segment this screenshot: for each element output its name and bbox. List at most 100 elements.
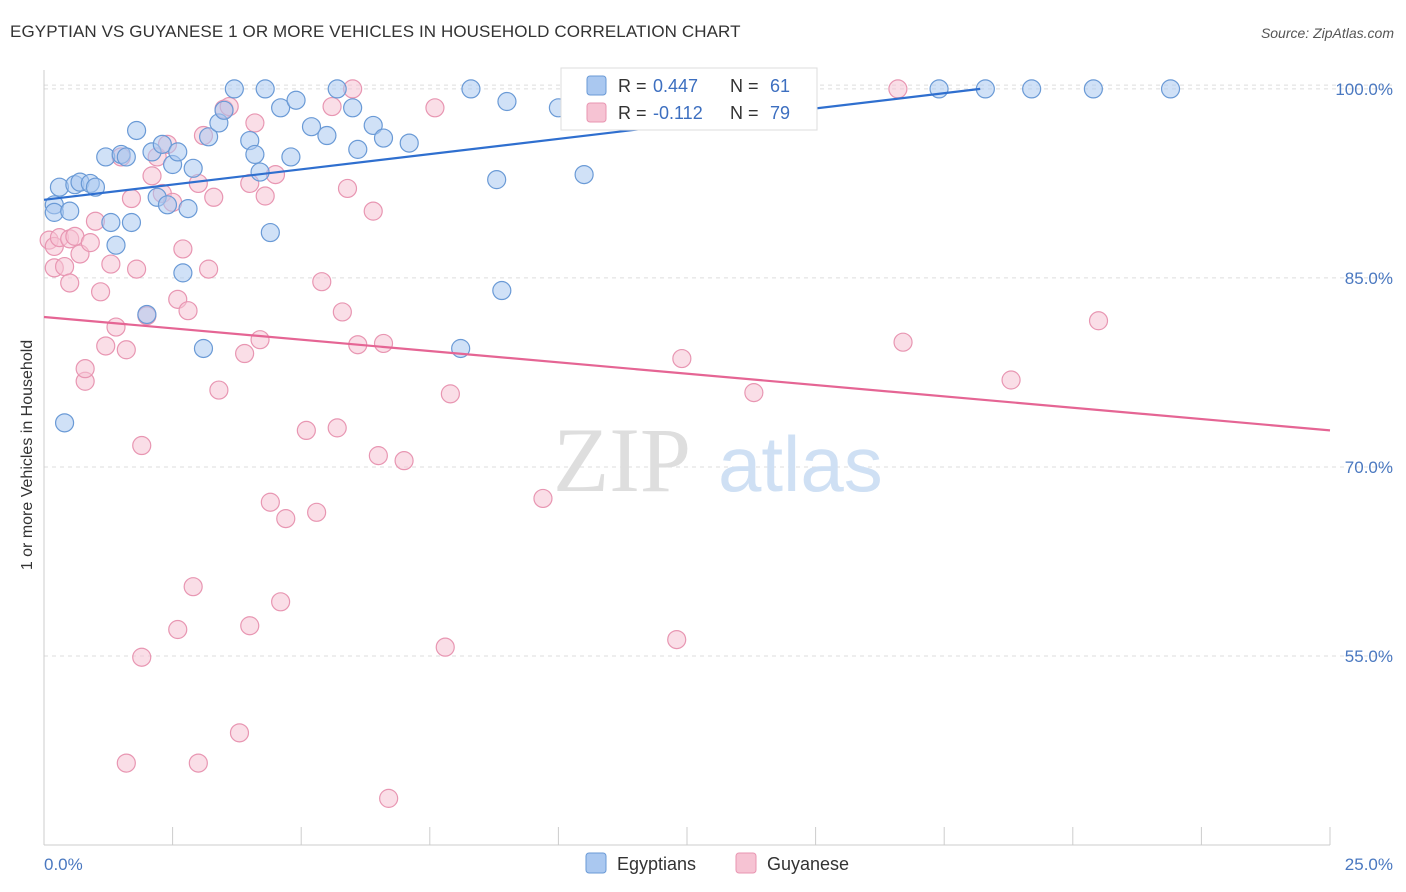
guyanese-point [1001,370,1021,390]
guyanese-point [101,254,121,274]
egyptians-point [137,304,157,325]
guyanese-point [173,239,193,259]
guyanese-point [667,629,687,650]
guyanese-point [312,272,332,292]
guyanese-point [744,383,764,403]
egyptians-trend-line [43,87,981,201]
egyptians-point [157,195,178,215]
egyptians-point [116,147,136,167]
egyptians-point [245,144,265,165]
watermark: ZIP atlas [553,409,883,511]
guyanese-point [106,317,126,337]
egyptians-point [193,338,214,359]
guyanese-point [54,256,75,277]
guyanese-point [96,336,116,356]
n-label-2: N = [730,103,759,123]
guyanese-point [132,647,152,667]
source-label: Source: ZipAtlas.com [1260,25,1394,41]
guyanese-point [307,502,327,522]
guyanese-point [80,233,100,253]
guyanese-point [199,259,219,279]
egyptians-point [574,164,594,185]
egyptians-swatch [586,75,607,96]
egyptians-point [173,263,193,283]
egyptians-point [1022,79,1042,99]
egyptians-point [487,170,507,190]
egyptians-point [461,79,481,99]
egyptians-point [250,162,270,182]
guyanese-point [121,188,142,209]
egyptians-point [492,280,512,301]
guyanese-point [893,332,913,352]
guyanese-point [271,592,291,612]
guyanese-point [235,343,255,364]
guyanese-point [332,302,352,322]
guyanese-trend-line [43,315,1331,432]
egyptians-point [317,125,337,146]
guyanese-point [373,333,394,354]
egyptians-point [343,98,363,118]
egyptians-point [60,201,80,221]
egyptians-point [255,79,275,99]
legend-guyanese-label: Guyanese [767,854,849,874]
egyptians-point [152,134,172,154]
guyanese-point [60,273,80,293]
legend-egyptians-label: Egyptians [617,854,696,874]
legend-guyanese-swatch [735,852,757,874]
grid-lines [44,84,1392,657]
guyanese-point [183,577,203,597]
n-value-egyptians: 61 [770,76,790,96]
egyptians-point [178,199,198,219]
r-label-2: R = [618,103,647,123]
egyptians-point [106,235,126,255]
guyanese-point [142,166,162,186]
n-value-guyanese: 79 [770,103,790,123]
egyptians-point [281,147,301,167]
egyptians-point [121,212,142,233]
egyptians-point [1160,79,1181,99]
egyptians-point [363,115,383,136]
guyanese-point [435,637,455,657]
guyanese-point [229,723,250,743]
egyptians-point [214,100,234,120]
egyptians-point [327,79,347,99]
y-tick-label: 70.0% [1345,458,1393,477]
egyptians-point [497,91,517,112]
guyanese-point [368,446,388,466]
series-legend: Egyptians Guyanese [585,852,849,874]
guyanese-point [337,178,358,199]
guyanese-point [276,509,296,529]
egyptians-point [399,133,419,153]
guyanese-point [296,420,316,441]
guyanese-point [363,201,383,221]
egyptians-point [271,98,291,118]
guyanese-point [116,340,136,360]
r-value-egyptians: 0.447 [653,76,698,96]
guyanese-point [394,451,414,471]
guyanese-point [240,616,260,636]
y-tick-label: 100.0% [1335,80,1393,99]
chart-title: EGYPTIAN VS GUYANESE 1 OR MORE VEHICLES … [10,22,741,41]
guyanese-point [245,113,265,133]
guyanese-point [440,384,460,404]
guyanese-point [379,788,399,808]
egyptians-point [183,158,203,178]
egyptians-point [85,177,106,197]
guyanese-point [132,435,152,456]
guyanese-point [672,348,692,369]
guyanese-point [168,619,188,640]
stats-legend: R = 0.447 N = 61 R = -0.112 N = 79 [560,67,818,131]
guyanese-point [327,418,347,438]
egyptians-point [199,127,219,147]
guyanese-point [204,187,224,207]
egyptians-point [168,142,188,162]
legend-egyptians-swatch [585,852,607,874]
egyptians-point [301,117,322,137]
watermark-zip: ZIP [553,409,691,511]
guyanese-point [260,492,280,512]
egyptians-point [286,90,306,110]
r-value-guyanese: -0.112 [653,103,703,123]
x-tick-label-max: 25.0% [1345,855,1393,874]
guyanese-point [888,79,908,99]
